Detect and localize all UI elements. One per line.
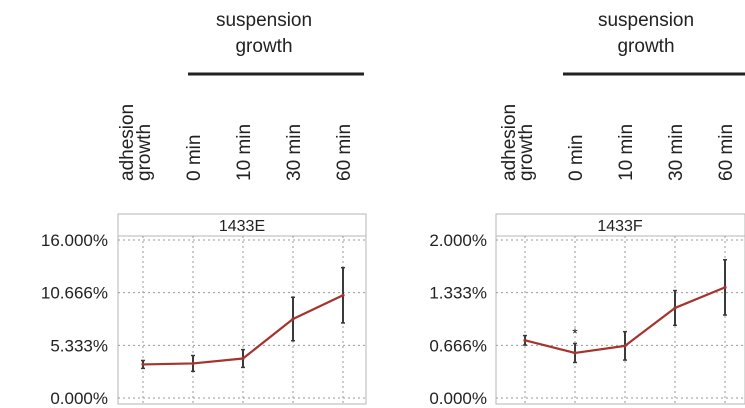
y-tick-label: 0.000% <box>429 389 487 408</box>
data-point <box>673 306 677 310</box>
y-tick-label: 2.000% <box>429 231 487 250</box>
y-tick-labels: 0.000% 5.333% 10.666% 16.000% <box>41 231 108 408</box>
grid <box>496 236 745 404</box>
condition-label: 10 min <box>616 124 637 181</box>
y-tick-label: 5.333% <box>50 336 108 355</box>
chart-title: 1433E <box>219 218 265 235</box>
plot-frame <box>117 213 367 405</box>
grid <box>118 236 366 404</box>
condition-label-part: adhesion <box>117 104 138 181</box>
condition-label: 10 min <box>234 124 255 181</box>
data-point <box>241 356 245 361</box>
chart-1433F: 1433F 0.000% 0.666% 1.333% 2.000% * <box>429 213 745 408</box>
condition-label: 30 min <box>666 124 687 181</box>
condition-label: 60 min <box>716 124 737 181</box>
data-point <box>523 338 527 342</box>
y-tick-label: 10.666% <box>41 284 108 303</box>
data-point <box>291 317 295 321</box>
left-group-label-line1: suspension <box>216 10 312 31</box>
condition-label: 60 min <box>334 124 355 181</box>
y-tick-label: 16.000% <box>41 231 108 250</box>
condition-label: 0 min <box>566 135 587 181</box>
data-point <box>141 362 145 367</box>
chart-title: 1433F <box>597 218 643 235</box>
condition-label: 30 min <box>284 124 305 181</box>
y-tick-label: 0.000% <box>50 389 108 408</box>
data-point <box>623 344 627 348</box>
y-tick-labels: 0.000% 0.666% 1.333% 2.000% <box>429 231 487 408</box>
right-group-label-line1: suspension <box>598 10 694 31</box>
chart-1433E: 1433E 0.000% 5.333% 10.666% 16.000% <box>41 213 367 408</box>
y-tick-label: 0.666% <box>429 336 487 355</box>
data-point <box>341 293 345 297</box>
data-point <box>573 351 577 355</box>
condition-label-part: growth <box>516 124 537 181</box>
series-line <box>523 285 727 355</box>
data-point <box>723 285 727 289</box>
error-bars <box>141 266 345 373</box>
right-group-label-line2: growth <box>617 36 674 57</box>
series-line <box>141 293 345 367</box>
condition-label-part: growth <box>134 124 155 181</box>
data-point <box>191 361 195 366</box>
condition-label: 0 min <box>184 135 205 181</box>
significance-marker: * <box>572 325 578 341</box>
error-bars <box>523 259 727 364</box>
y-tick-label: 1.333% <box>429 284 487 303</box>
plot-frame <box>495 213 745 405</box>
left-group-label-line2: growth <box>235 36 292 57</box>
condition-label-part: adhesion <box>499 104 520 181</box>
